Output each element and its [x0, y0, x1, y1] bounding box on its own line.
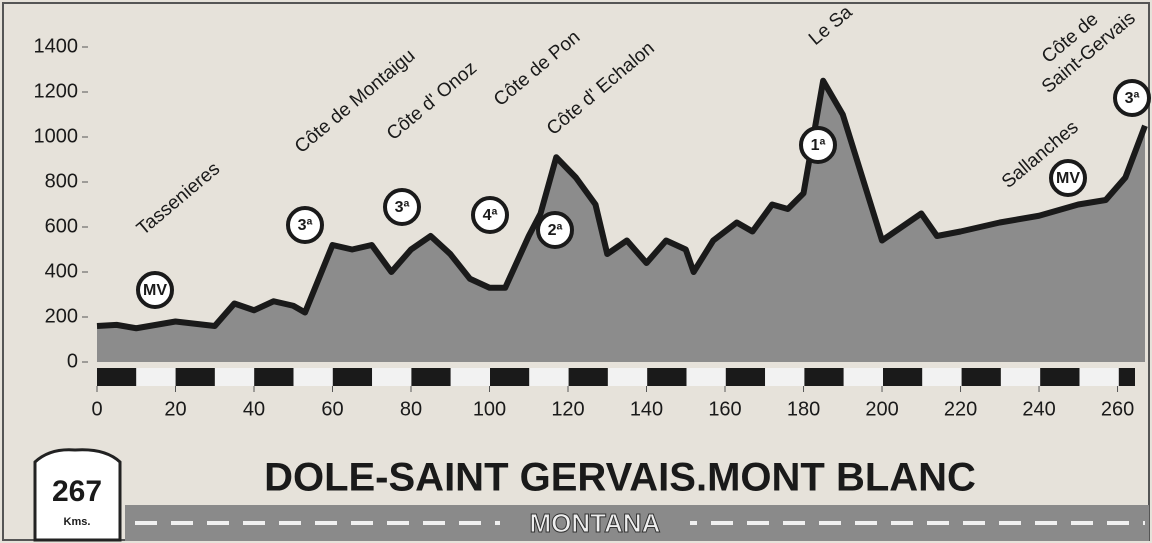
badge-label: MV	[1056, 170, 1080, 187]
x-tick-label: 140	[630, 398, 663, 420]
x-tick-label: 160	[708, 398, 741, 420]
y-tick-label: 800	[45, 170, 78, 192]
badge-label: 3ª	[395, 199, 410, 216]
strip-block	[804, 368, 844, 386]
badge	[1049, 159, 1087, 197]
x-tick-label: 100	[473, 398, 506, 420]
badge	[286, 206, 324, 244]
x-tick-label: 60	[321, 398, 343, 420]
category: MONTANA	[530, 508, 661, 538]
strip-block	[607, 368, 648, 386]
y-tick-label: 1000	[34, 125, 79, 147]
x-tick-label: 80	[400, 398, 422, 420]
strip-block	[725, 368, 766, 386]
strip-block	[332, 368, 373, 386]
distance-box	[33, 448, 122, 542]
strip-block	[843, 368, 883, 386]
strip-block	[1000, 368, 1041, 386]
badge-label: 1ª	[811, 137, 826, 154]
x-tick-label: 200	[865, 398, 898, 420]
strip-block	[450, 368, 490, 386]
badge-label: 3ª	[1125, 90, 1140, 107]
strip-block	[922, 368, 962, 386]
strip-block	[1079, 368, 1119, 386]
badge	[383, 188, 421, 226]
x-tick-label: 0	[91, 398, 102, 420]
strip-block	[1040, 368, 1080, 386]
y-tick-label: 600	[45, 215, 78, 237]
strip-block	[647, 368, 687, 386]
x-tick-label: 260	[1101, 398, 1134, 420]
strip-block	[1118, 368, 1135, 386]
strip-block	[765, 368, 805, 386]
strip-block	[411, 368, 451, 386]
y-tick-label: 0	[67, 350, 78, 372]
strip-block	[136, 368, 176, 386]
strip-block	[883, 368, 923, 386]
badge-label: 3ª	[298, 217, 313, 234]
strip-block	[372, 368, 412, 386]
strip-block	[686, 368, 726, 386]
strip-block	[529, 368, 569, 386]
badge-label: 4ª	[483, 207, 498, 224]
x-tick-label: 20	[164, 398, 186, 420]
badge	[471, 196, 509, 234]
y-tick-label: 1400	[34, 35, 79, 57]
strip-block	[293, 368, 333, 386]
badge-label: 2ª	[548, 222, 563, 239]
chart-title: DOLE-SAINT GERVAIS.MONT BLANC	[264, 456, 976, 500]
badge	[1113, 79, 1151, 117]
x-tick-label: 120	[551, 398, 584, 420]
footer-label-bg	[500, 508, 690, 540]
x-tick-label: 220	[944, 398, 977, 420]
x-tick-label: 40	[243, 398, 265, 420]
strip-block	[490, 368, 530, 386]
y-tick-label: 1200	[34, 80, 79, 102]
badge	[136, 271, 174, 309]
x-tick-label: 180	[787, 398, 820, 420]
distance: 267	[52, 475, 102, 508]
strip-block	[214, 368, 255, 386]
strip-block	[254, 368, 294, 386]
badge	[536, 211, 574, 249]
strip-block	[175, 368, 215, 386]
strip-block	[97, 368, 137, 386]
distance-unit: Kms.	[64, 516, 91, 528]
profile-line	[96, 77, 1148, 332]
x-tick-label: 240	[1022, 398, 1055, 420]
badge-label: MV	[143, 282, 167, 299]
badge	[799, 126, 837, 164]
y-tick-label: 200	[45, 305, 78, 327]
profile-area	[97, 80, 1145, 362]
strip-block	[961, 368, 1001, 386]
y-tick-label: 400	[45, 260, 78, 282]
strip-block	[568, 368, 608, 386]
